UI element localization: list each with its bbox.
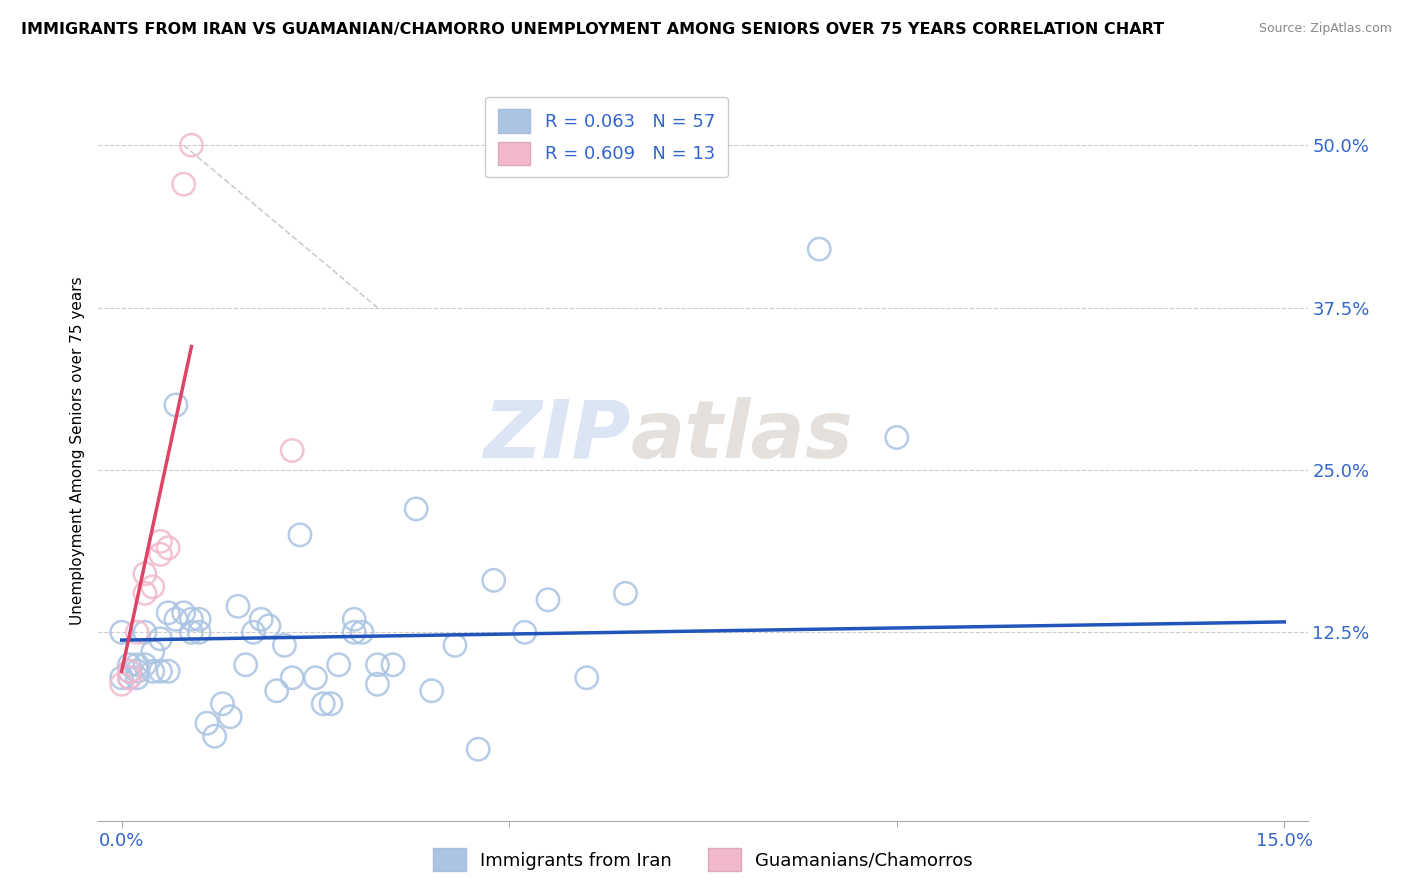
Point xyxy=(420,683,443,698)
Point xyxy=(257,619,280,633)
Point xyxy=(142,580,165,594)
Point xyxy=(281,443,304,458)
Point xyxy=(195,716,218,731)
Point xyxy=(219,710,242,724)
Point xyxy=(157,665,180,679)
Point xyxy=(134,625,156,640)
Point xyxy=(165,398,187,412)
Point xyxy=(111,625,134,640)
Point xyxy=(157,606,180,620)
Point xyxy=(304,671,326,685)
Text: Source: ZipAtlas.com: Source: ZipAtlas.com xyxy=(1258,22,1392,36)
Point xyxy=(808,242,831,256)
Point xyxy=(273,638,295,652)
Point xyxy=(204,729,226,743)
Point xyxy=(886,430,908,444)
Point xyxy=(118,665,141,679)
Point xyxy=(405,502,427,516)
Point xyxy=(366,657,388,672)
Text: atlas: atlas xyxy=(630,397,853,475)
Y-axis label: Unemployment Among Seniors over 75 years: Unemployment Among Seniors over 75 years xyxy=(69,277,84,624)
Point xyxy=(157,541,180,555)
Point xyxy=(180,625,202,640)
Point xyxy=(211,697,233,711)
Point xyxy=(165,612,187,626)
Point xyxy=(118,671,141,685)
Point xyxy=(226,599,249,614)
Point xyxy=(343,625,366,640)
Point xyxy=(513,625,536,640)
Point xyxy=(127,657,149,672)
Point xyxy=(127,671,149,685)
Point xyxy=(173,177,195,191)
Point xyxy=(575,671,598,685)
Point xyxy=(350,625,373,640)
Point xyxy=(188,612,211,626)
Legend: Immigrants from Iran, Guamanians/Chamorros: Immigrants from Iran, Guamanians/Chamorr… xyxy=(426,841,980,879)
Point xyxy=(134,586,156,600)
Point xyxy=(242,625,264,640)
Point xyxy=(281,671,304,685)
Text: IMMIGRANTS FROM IRAN VS GUAMANIAN/CHAMORRO UNEMPLOYMENT AMONG SENIORS OVER 75 YE: IMMIGRANTS FROM IRAN VS GUAMANIAN/CHAMOR… xyxy=(21,22,1164,37)
Point xyxy=(149,665,172,679)
Point xyxy=(149,632,172,646)
Point xyxy=(614,586,637,600)
Point xyxy=(149,534,172,549)
Point xyxy=(142,645,165,659)
Point xyxy=(235,657,257,672)
Point xyxy=(180,138,202,153)
Point xyxy=(482,574,505,588)
Point xyxy=(111,671,134,685)
Point xyxy=(118,665,141,679)
Point xyxy=(381,657,404,672)
Point xyxy=(467,742,489,756)
Point xyxy=(111,677,134,691)
Point xyxy=(444,638,467,652)
Point xyxy=(319,697,342,711)
Point xyxy=(173,606,195,620)
Point xyxy=(328,657,350,672)
Point xyxy=(537,592,560,607)
Point xyxy=(343,612,366,626)
Point xyxy=(118,671,141,685)
Point xyxy=(288,528,311,542)
Point xyxy=(366,677,388,691)
Legend: R = 0.063   N = 57, R = 0.609   N = 13: R = 0.063 N = 57, R = 0.609 N = 13 xyxy=(485,96,727,178)
Point xyxy=(134,657,156,672)
Text: ZIP: ZIP xyxy=(484,397,630,475)
Point xyxy=(266,683,288,698)
Point xyxy=(134,566,156,581)
Point xyxy=(250,612,273,626)
Point xyxy=(142,665,165,679)
Point xyxy=(312,697,335,711)
Point xyxy=(127,665,149,679)
Point xyxy=(118,657,141,672)
Point xyxy=(127,625,149,640)
Point xyxy=(180,612,202,626)
Point xyxy=(188,625,211,640)
Point xyxy=(149,547,172,561)
